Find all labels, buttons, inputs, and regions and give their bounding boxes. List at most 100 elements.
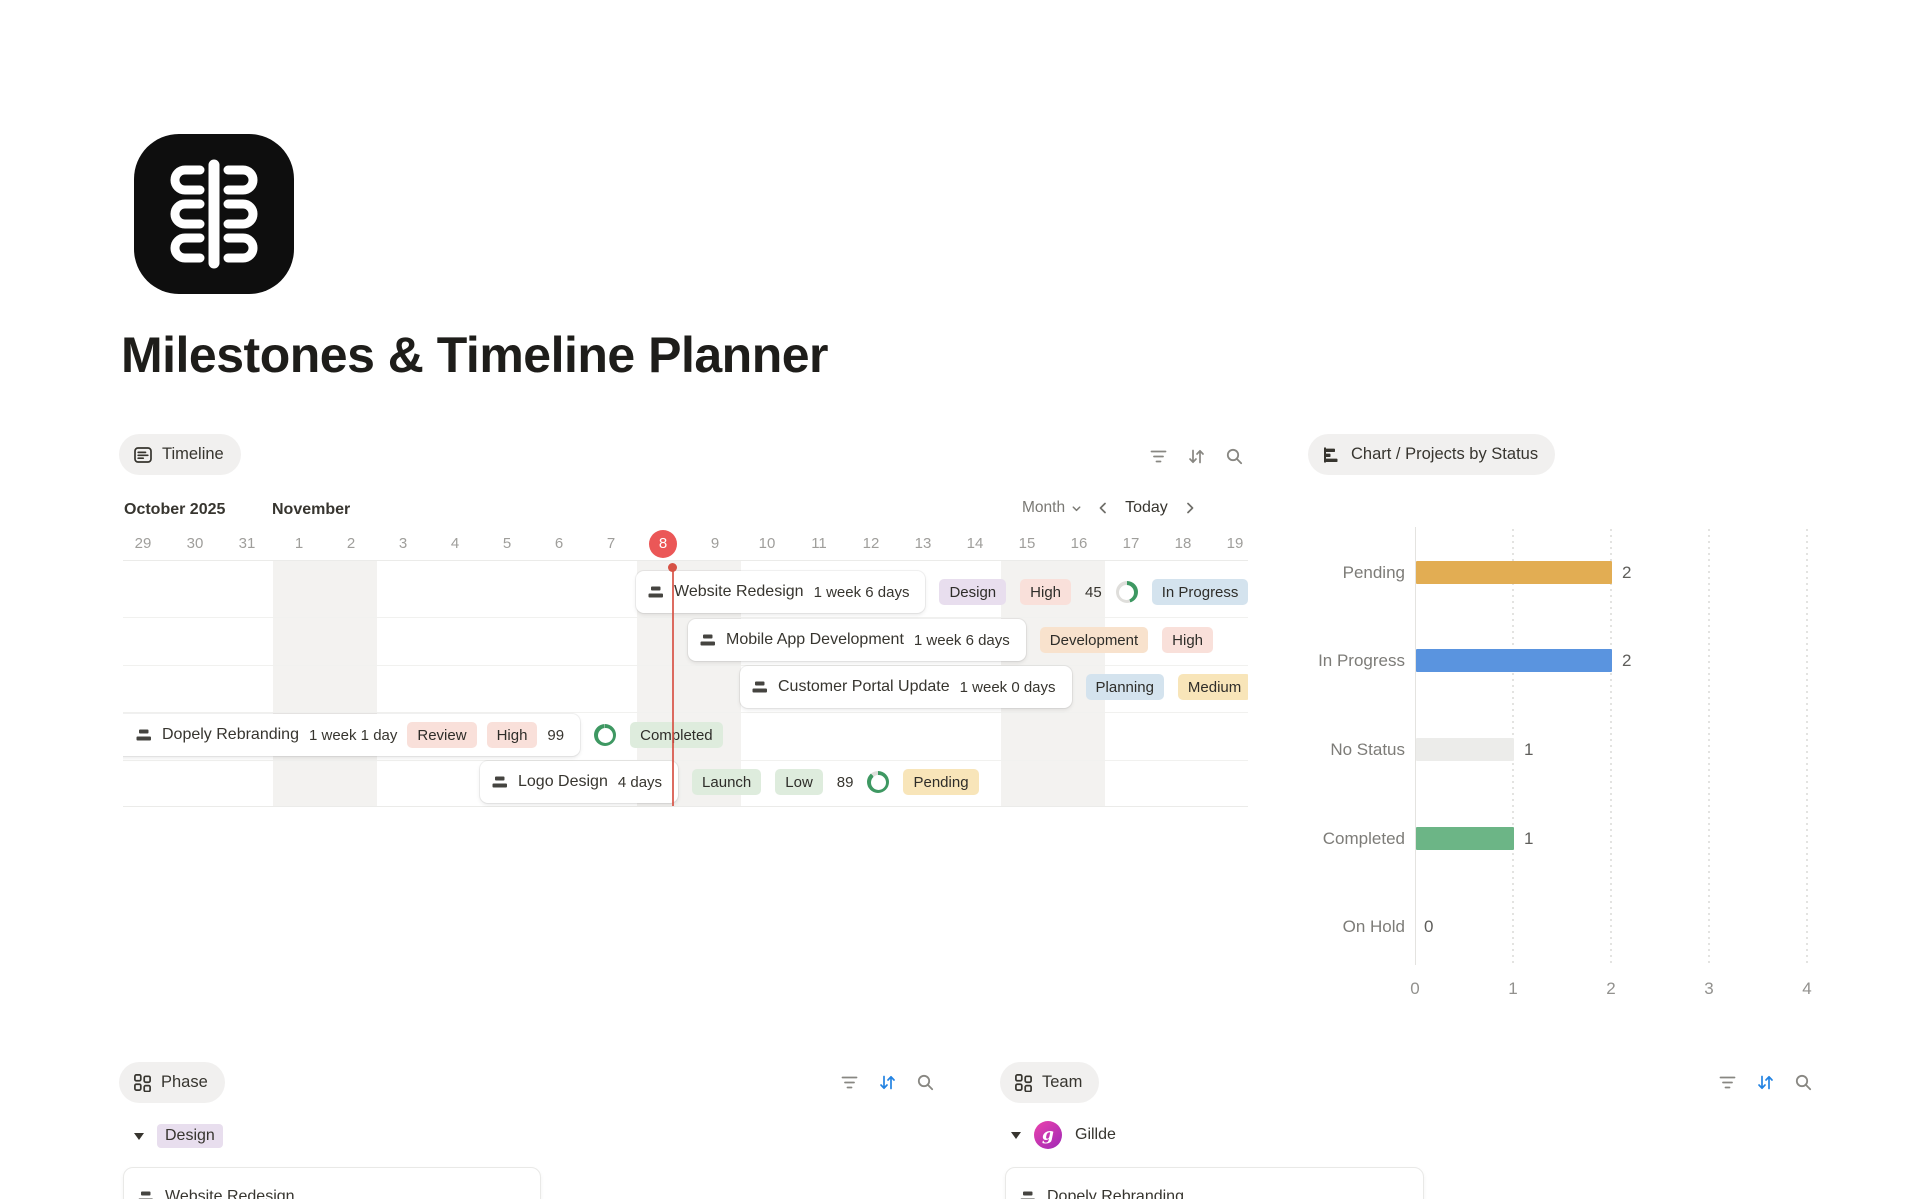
tab-timeline[interactable]: Timeline [119,434,241,475]
timeline-bar-customer-portal-update[interactable]: Customer Portal Update 1 week 0 days [740,666,1072,708]
date-cell: 17 [1122,535,1140,552]
chart-gridline [1708,527,1710,965]
today-button[interactable]: Today [1125,499,1168,516]
timeline-bar-website-redesign[interactable]: Website Redesign 1 week 6 days [636,571,926,613]
bar-title: Dopely Rebranding [162,726,299,743]
chart-category-label: In Progress [1318,651,1405,670]
sort-icon[interactable] [878,1073,897,1092]
card-dopely-rebranding[interactable]: Dopely Rebranding [1005,1167,1424,1199]
timeline-bar-dopely-rebranding[interactable]: Dopely Rebranding 1 week 1 day Review Hi… [123,714,581,756]
date-cell: 18 [1174,535,1192,552]
timeline-row: Website Redesign 1 week 6 days Design Hi… [636,571,1248,613]
tag-priority: Low [775,769,823,795]
tab-team-label: Team [1042,1073,1083,1091]
tag-priority: Medium [1177,674,1248,700]
team-toolbar [1718,1073,1813,1092]
date-cell: 7 [606,535,616,552]
bar-duration: 1 week 1 day [308,726,398,744]
card-title: Website Redesign [165,1188,295,1199]
sort-icon[interactable] [1187,447,1206,466]
timeline-bar-mobile-app-development[interactable]: Mobile App Development 1 week 6 days [688,619,1026,661]
tab-team[interactable]: Team [1000,1062,1100,1103]
tag-priority: High [486,722,538,748]
chart-value-label: 2 [1622,651,1632,670]
board-view-icon [134,1074,151,1092]
month-label-october: October 2025 [124,501,226,518]
tab-phase-label: Phase [161,1073,208,1091]
date-cell: 4 [450,535,460,552]
zoom-level-label: Month [1022,499,1066,516]
filter-icon[interactable] [1718,1073,1737,1092]
card-website-redesign[interactable]: Website Redesign [123,1167,541,1199]
search-icon[interactable] [1225,447,1244,466]
gantt-item-icon [138,1191,153,1199]
chart-bar-completed [1416,827,1514,850]
status-badge: Completed [630,722,723,748]
today-marker-dot [668,563,677,572]
date-cell: 11 [811,535,827,552]
tag-priority: High [1020,579,1072,605]
timeline-row: Logo Design 4 days Launch Low 89 Pending [480,761,979,803]
collapse-triangle-icon[interactable] [134,1132,144,1140]
phase-group-design: Design [134,1124,223,1148]
date-cell: 6 [554,535,564,552]
chevron-right-icon[interactable] [1183,501,1197,515]
bar-duration: 1 week 6 days [913,631,1010,649]
chart-x-tick-label: 0 [1410,979,1420,998]
date-cell: 14 [966,535,984,552]
timeline-row: Mobile App Development 1 week 6 days Dev… [688,619,1214,661]
timeline-date-header: 29 30 31 1 2 3 4 5 6 7 8 9 10 11 12 13 14 15 16 17 18 19 [123,528,1248,560]
bar-duration: 1 week 0 days [959,678,1056,696]
chart-category-label: No Status [1330,740,1405,759]
search-icon[interactable] [916,1073,935,1092]
filter-icon[interactable] [1149,447,1168,466]
phase-toolbar [840,1073,935,1092]
tab-chart[interactable]: Chart / Projects by Status [1308,434,1556,475]
chart-category-label: Completed [1322,829,1405,848]
progress-ring [1115,581,1138,603]
tag-phase: Planning [1085,674,1164,700]
bar-duration: 4 days [617,773,663,791]
sort-icon[interactable] [1756,1073,1775,1092]
timeline-toolbar [1149,447,1244,466]
timeline-nav: Today [1096,499,1197,517]
date-cell-today: 8 [649,530,677,558]
tab-timeline-label: Timeline [162,445,224,463]
chart-view-icon [1324,447,1338,462]
date-cell: 19 [1226,535,1244,552]
date-cell: 10 [758,535,776,552]
zoom-level-select[interactable]: Month [1022,499,1082,517]
progress-ring [867,771,890,793]
chart-value-label: 1 [1524,740,1534,759]
search-icon[interactable] [1794,1073,1813,1092]
group-label: Gillde [1075,1126,1116,1143]
tab-phase[interactable]: Phase [119,1062,225,1103]
timeline-view-icon [134,446,152,463]
date-cell: 1 [294,535,304,552]
date-cell: 12 [862,535,880,552]
chart-bar-pending [1416,561,1612,584]
tag-phase: Review [407,722,477,748]
team-group-gillde: g Gillde [1011,1121,1116,1149]
gantt-item-icon [1020,1191,1035,1199]
card-title: Dopely Rebranding [1047,1188,1184,1199]
status-badge: Pending [903,769,979,795]
gantt-item-icon [492,776,507,788]
status-badge: In Progress [1151,579,1248,605]
date-cell: 13 [914,535,932,552]
progress-ring [594,724,617,746]
chart-x-tick-label: 3 [1704,979,1714,998]
date-cell: 2 [346,535,356,552]
board-view-icon [1015,1074,1032,1092]
progress-value: 45 [1085,583,1102,601]
filter-icon[interactable] [840,1073,859,1092]
timeline-bar-logo-design[interactable]: Logo Design 4 days [480,761,679,803]
today-marker-line [672,568,674,806]
chevron-left-icon[interactable] [1096,501,1110,515]
tag-phase: Design [939,579,1007,605]
chart-x-tick-label: 1 [1508,979,1518,998]
collapse-triangle-icon[interactable] [1011,1131,1021,1139]
chart-y-axis [1415,527,1416,965]
chart-bar-in-progress [1416,649,1612,672]
